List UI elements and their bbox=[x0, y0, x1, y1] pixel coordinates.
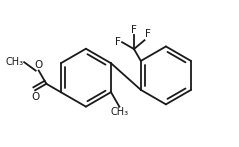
Text: F: F bbox=[131, 25, 137, 35]
Text: O: O bbox=[31, 92, 39, 102]
Text: O: O bbox=[35, 60, 43, 70]
Text: CH₃: CH₃ bbox=[5, 57, 23, 67]
Text: F: F bbox=[115, 37, 121, 47]
Text: F: F bbox=[145, 29, 151, 40]
Text: CH₃: CH₃ bbox=[110, 107, 128, 117]
